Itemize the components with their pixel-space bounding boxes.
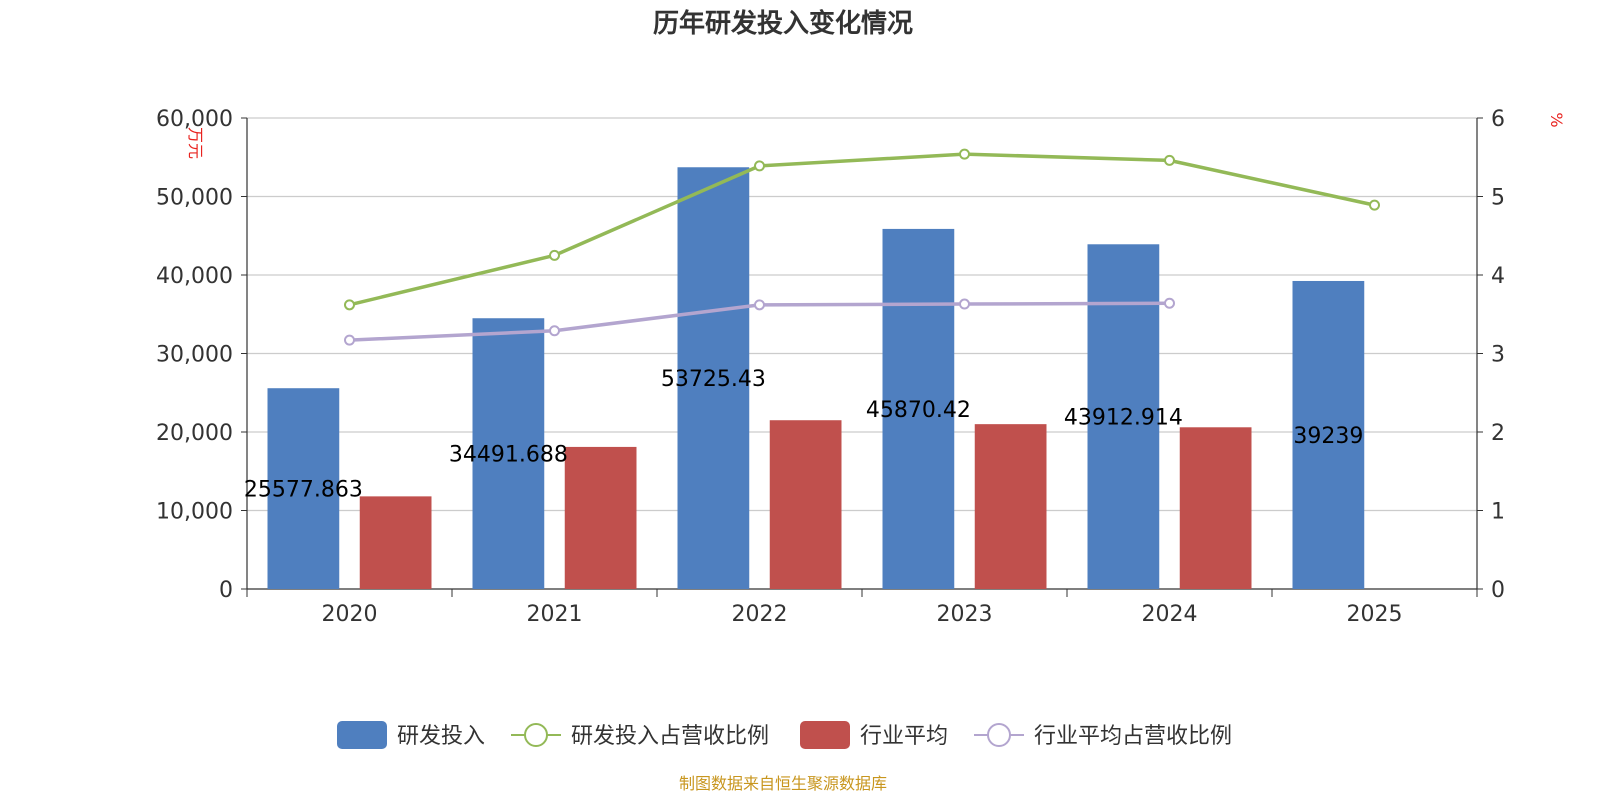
legend-swatch-industry-average [800, 721, 850, 749]
legend-marker [987, 723, 1011, 747]
y-left-tick-label: 30,000 [156, 343, 233, 368]
y-right-tick-label: 6 [1491, 107, 1505, 132]
legend-item: 行业平均占营收比例 [974, 723, 1232, 749]
y-right-tick-label: 1 [1491, 500, 1505, 525]
y-left-unit-label: 万元 [186, 127, 205, 159]
y-right-tick-label: 5 [1491, 186, 1505, 211]
y-left-tick-label: 10,000 [156, 500, 233, 525]
line-point-industry-ratio [754, 299, 765, 311]
line-point-rd-ratio [959, 148, 970, 160]
bar-data-label: 45870.42 [866, 398, 971, 423]
bar-industry-average [769, 420, 842, 589]
data-labels: 25577.863 34491.688 53725.43 45870.42 43912.… [244, 367, 1363, 502]
bar-industry-average [564, 446, 637, 589]
y-left-tick-label: 50,000 [156, 186, 233, 211]
line-point-rd-ratio [754, 160, 765, 172]
y-right-unit-label: % [1547, 112, 1566, 127]
legend-label: 研发投入 [397, 724, 485, 749]
bar-rd-investment [677, 167, 750, 589]
line-point-rd-ratio [1164, 154, 1175, 166]
x-tick-label: 2025 [1347, 602, 1403, 627]
bar-series [267, 167, 1365, 589]
y-left-tick-label: 60,000 [156, 107, 233, 132]
bar-rd-investment [882, 228, 955, 589]
line-rd-ratio [349, 152, 1375, 307]
legend-item: 研发投入占营收比例 [511, 723, 769, 749]
y-right-tick-label: 3 [1491, 343, 1505, 368]
x-tick-label: 2021 [527, 602, 583, 627]
y-right-tick-label: 4 [1491, 264, 1505, 289]
x-tick-label: 2022 [732, 602, 788, 627]
line-point-industry-ratio [549, 325, 560, 337]
line-series [344, 148, 1380, 346]
bar-data-label: 43912.914 [1064, 406, 1183, 431]
x-tick-label: 2024 [1142, 602, 1198, 627]
y-right-tick-label: 2 [1491, 421, 1505, 446]
line-point-rd-ratio [549, 249, 560, 261]
y-left-tick-label: 40,000 [156, 264, 233, 289]
y-left-tick-label: 0 [219, 578, 233, 603]
bar-industry-average [974, 424, 1047, 589]
legend-label: 研发投入占营收比例 [571, 724, 769, 749]
y-right-tick-label: 0 [1491, 578, 1505, 603]
legend-swatch-rd-investment [337, 721, 387, 749]
x-tick-label: 2023 [937, 602, 993, 627]
line-point-industry-ratio [959, 298, 970, 310]
bar-industry-average [1179, 427, 1252, 589]
y-left-tick-label: 20,000 [156, 421, 233, 446]
x-tick-label: 2020 [322, 602, 378, 627]
legend: 研发投入 研发投入占营收比例 行业平均 行业平均占营收比例 [337, 721, 1232, 749]
bar-rd-investment [267, 388, 340, 589]
line-point-industry-ratio [1164, 297, 1175, 309]
legend-marker [524, 723, 548, 747]
bar-industry-average [359, 496, 432, 589]
axes: 0 10,000 20,000 30,000 40,000 50,000 60,000 0 1 2… [156, 107, 1505, 627]
line-point-rd-ratio [344, 299, 355, 311]
grid-lines [247, 117, 1477, 512]
legend-item: 研发投入 [337, 721, 485, 749]
legend-label: 行业平均 [860, 724, 948, 749]
line-point-rd-ratio [1369, 199, 1380, 211]
line-point-industry-ratio [344, 334, 355, 346]
bar-rd-investment [1292, 280, 1365, 589]
bar-data-label: 53725.43 [661, 367, 766, 392]
legend-label: 行业平均占营收比例 [1034, 724, 1232, 749]
chart-title: 历年研发投入变化情况 [653, 8, 913, 39]
legend-item: 行业平均 [800, 721, 948, 749]
bar-data-label: 34491.688 [449, 443, 568, 468]
bar-rd-investment [472, 318, 545, 589]
bar-data-label: 39239 [1293, 424, 1363, 449]
bar-data-label: 25577.863 [244, 478, 363, 503]
source-note: 制图数据来自恒生聚源数据库 [679, 774, 887, 793]
